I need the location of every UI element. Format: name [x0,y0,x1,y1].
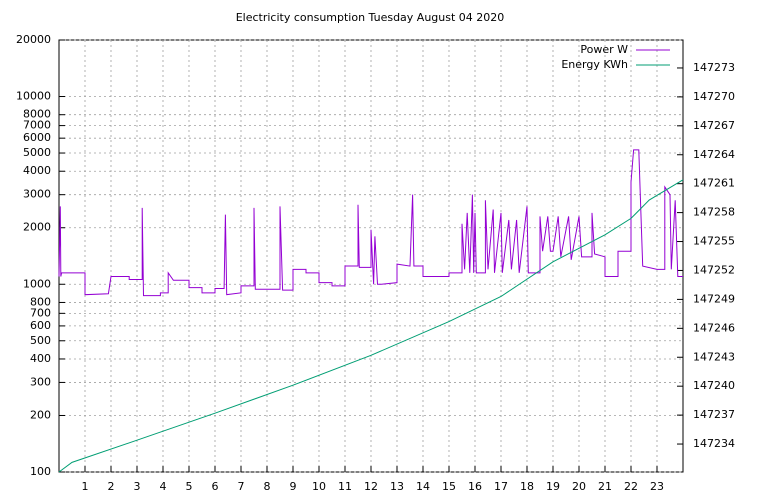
y-tick-label: 2000 [23,221,51,234]
series-line [58,179,684,473]
y2-tick-label: 147270 [693,90,735,103]
x-tick-label: 7 [238,480,245,493]
x-tick-label: 19 [546,480,560,493]
y-tick-label: 600 [30,319,51,332]
x-tick-label: 21 [598,480,612,493]
y2-tick-label: 147234 [693,437,735,450]
x-tick-label: 8 [264,480,271,493]
y-tick-label: 4000 [23,164,51,177]
y2-tick-label: 147243 [693,350,735,363]
y-tick-label: 10000 [16,90,51,103]
y-tick-label: 3000 [23,188,51,201]
y-tick-label: 1000 [23,277,51,290]
y-tick-label: 800 [30,295,51,308]
x-tick-label: 9 [290,480,297,493]
y2-tick-label: 147273 [693,61,735,74]
y-tick-label: 700 [30,306,51,319]
x-tick-label: 17 [494,480,508,493]
y2-tick-label: 147261 [693,177,735,190]
x-tick-label: 4 [160,480,167,493]
y-tick-label: 6000 [23,131,51,144]
x-tick-label: 13 [390,480,404,493]
y2-tick-label: 147267 [693,119,735,132]
x-tick-label: 3 [134,480,141,493]
y-tick-label: 300 [30,375,51,388]
y2-tick-label: 147246 [693,321,735,334]
x-tick-label: 1 [82,480,89,493]
y2-tick-label: 147255 [693,235,735,248]
x-tick-label: 20 [572,480,586,493]
x-tick-label: 18 [520,480,534,493]
y2-tick-label: 147237 [693,408,735,421]
x-tick-label: 23 [650,480,664,493]
x-tick-label: 11 [338,480,352,493]
x-tick-label: 15 [442,480,456,493]
y2-tick-label: 147249 [693,292,735,305]
x-tick-label: 12 [364,480,378,493]
y-tick-label: 400 [30,352,51,365]
x-tick-label: 14 [416,480,430,493]
y-tick-label: 8000 [23,108,51,121]
y2-tick-label: 147264 [693,148,735,161]
y2-tick-label: 147240 [693,379,735,392]
y2-tick-label: 147258 [693,206,735,219]
x-tick-label: 10 [312,480,326,493]
legend-label: Energy KWh [561,58,628,71]
x-tick-label: 16 [468,480,482,493]
y-tick-label: 100 [30,465,51,478]
x-tick-label: 5 [186,480,193,493]
x-tick-label: 6 [212,480,219,493]
x-tick-label: 22 [624,480,638,493]
y-tick-label: 200 [30,408,51,421]
x-tick-label: 2 [108,480,115,493]
series-line [58,149,683,297]
legend-label: Power W [580,43,628,56]
y-tick-label: 7000 [23,119,51,132]
y-tick-label: 20000 [16,33,51,46]
y-tick-label: 500 [30,334,51,347]
chart-title: Electricity consumption Tuesday August 0… [236,11,505,24]
y-tick-label: 5000 [23,146,51,159]
y2-tick-label: 147252 [693,263,735,276]
